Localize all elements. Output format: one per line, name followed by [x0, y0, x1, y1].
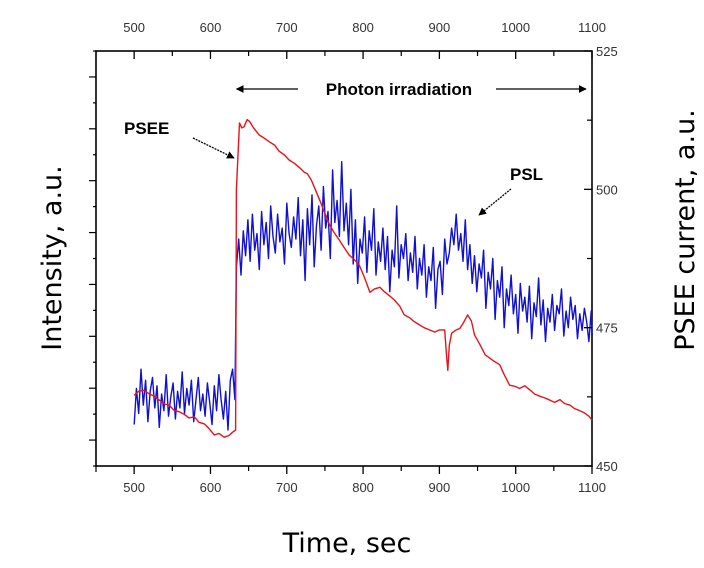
- y-right-tick-label: 525: [596, 44, 618, 59]
- series-layer: [133, 118, 593, 438]
- x-axis-title: Time, sec: [282, 528, 412, 559]
- y-right-tick-label: 475: [596, 321, 618, 336]
- annotations: [192, 85, 587, 216]
- y-axis-right-title: PSEE current, a.u.: [670, 109, 701, 351]
- x-tick-label-bottom: 600: [200, 480, 222, 495]
- y-right-tick-label: 500: [596, 182, 618, 197]
- x-tick-label-bottom: 500: [123, 480, 145, 495]
- psee-arrow: [192, 137, 235, 159]
- series-line-psl: [133, 160, 593, 431]
- series-line-psee: [133, 118, 593, 438]
- x-tick-label-top: 700: [276, 20, 298, 35]
- x-tick-label-top: 800: [352, 20, 374, 35]
- x-tick-label-bottom: 1100: [578, 480, 606, 495]
- x-tick-label-top: 600: [200, 20, 222, 35]
- y-axis-left-title: Intensity, a.u.: [37, 165, 68, 351]
- x-tick-label-top: 500: [123, 20, 145, 35]
- x-tick-label-bottom: 1000: [501, 480, 530, 495]
- psl-arrow: [478, 188, 512, 216]
- x-tick-label-bottom: 900: [429, 480, 451, 495]
- ticks-layer: 500 500 600 600 700 700 800 800 900 900 1000 1000 11…: [89, 20, 618, 495]
- x-tick-label-bottom: 800: [352, 480, 374, 495]
- photon-irradiation-label: Photon irradiation: [326, 80, 472, 99]
- x-tick-label-bottom: 700: [276, 480, 298, 495]
- x-tick-label-top: 1100: [578, 20, 606, 35]
- x-tick-label-top: 900: [429, 20, 451, 35]
- x-tick-label-top: 1000: [501, 20, 530, 35]
- psee-label: PSEE: [124, 119, 169, 138]
- y-right-tick-label: 450: [596, 459, 618, 474]
- psl-label: PSL: [510, 165, 543, 184]
